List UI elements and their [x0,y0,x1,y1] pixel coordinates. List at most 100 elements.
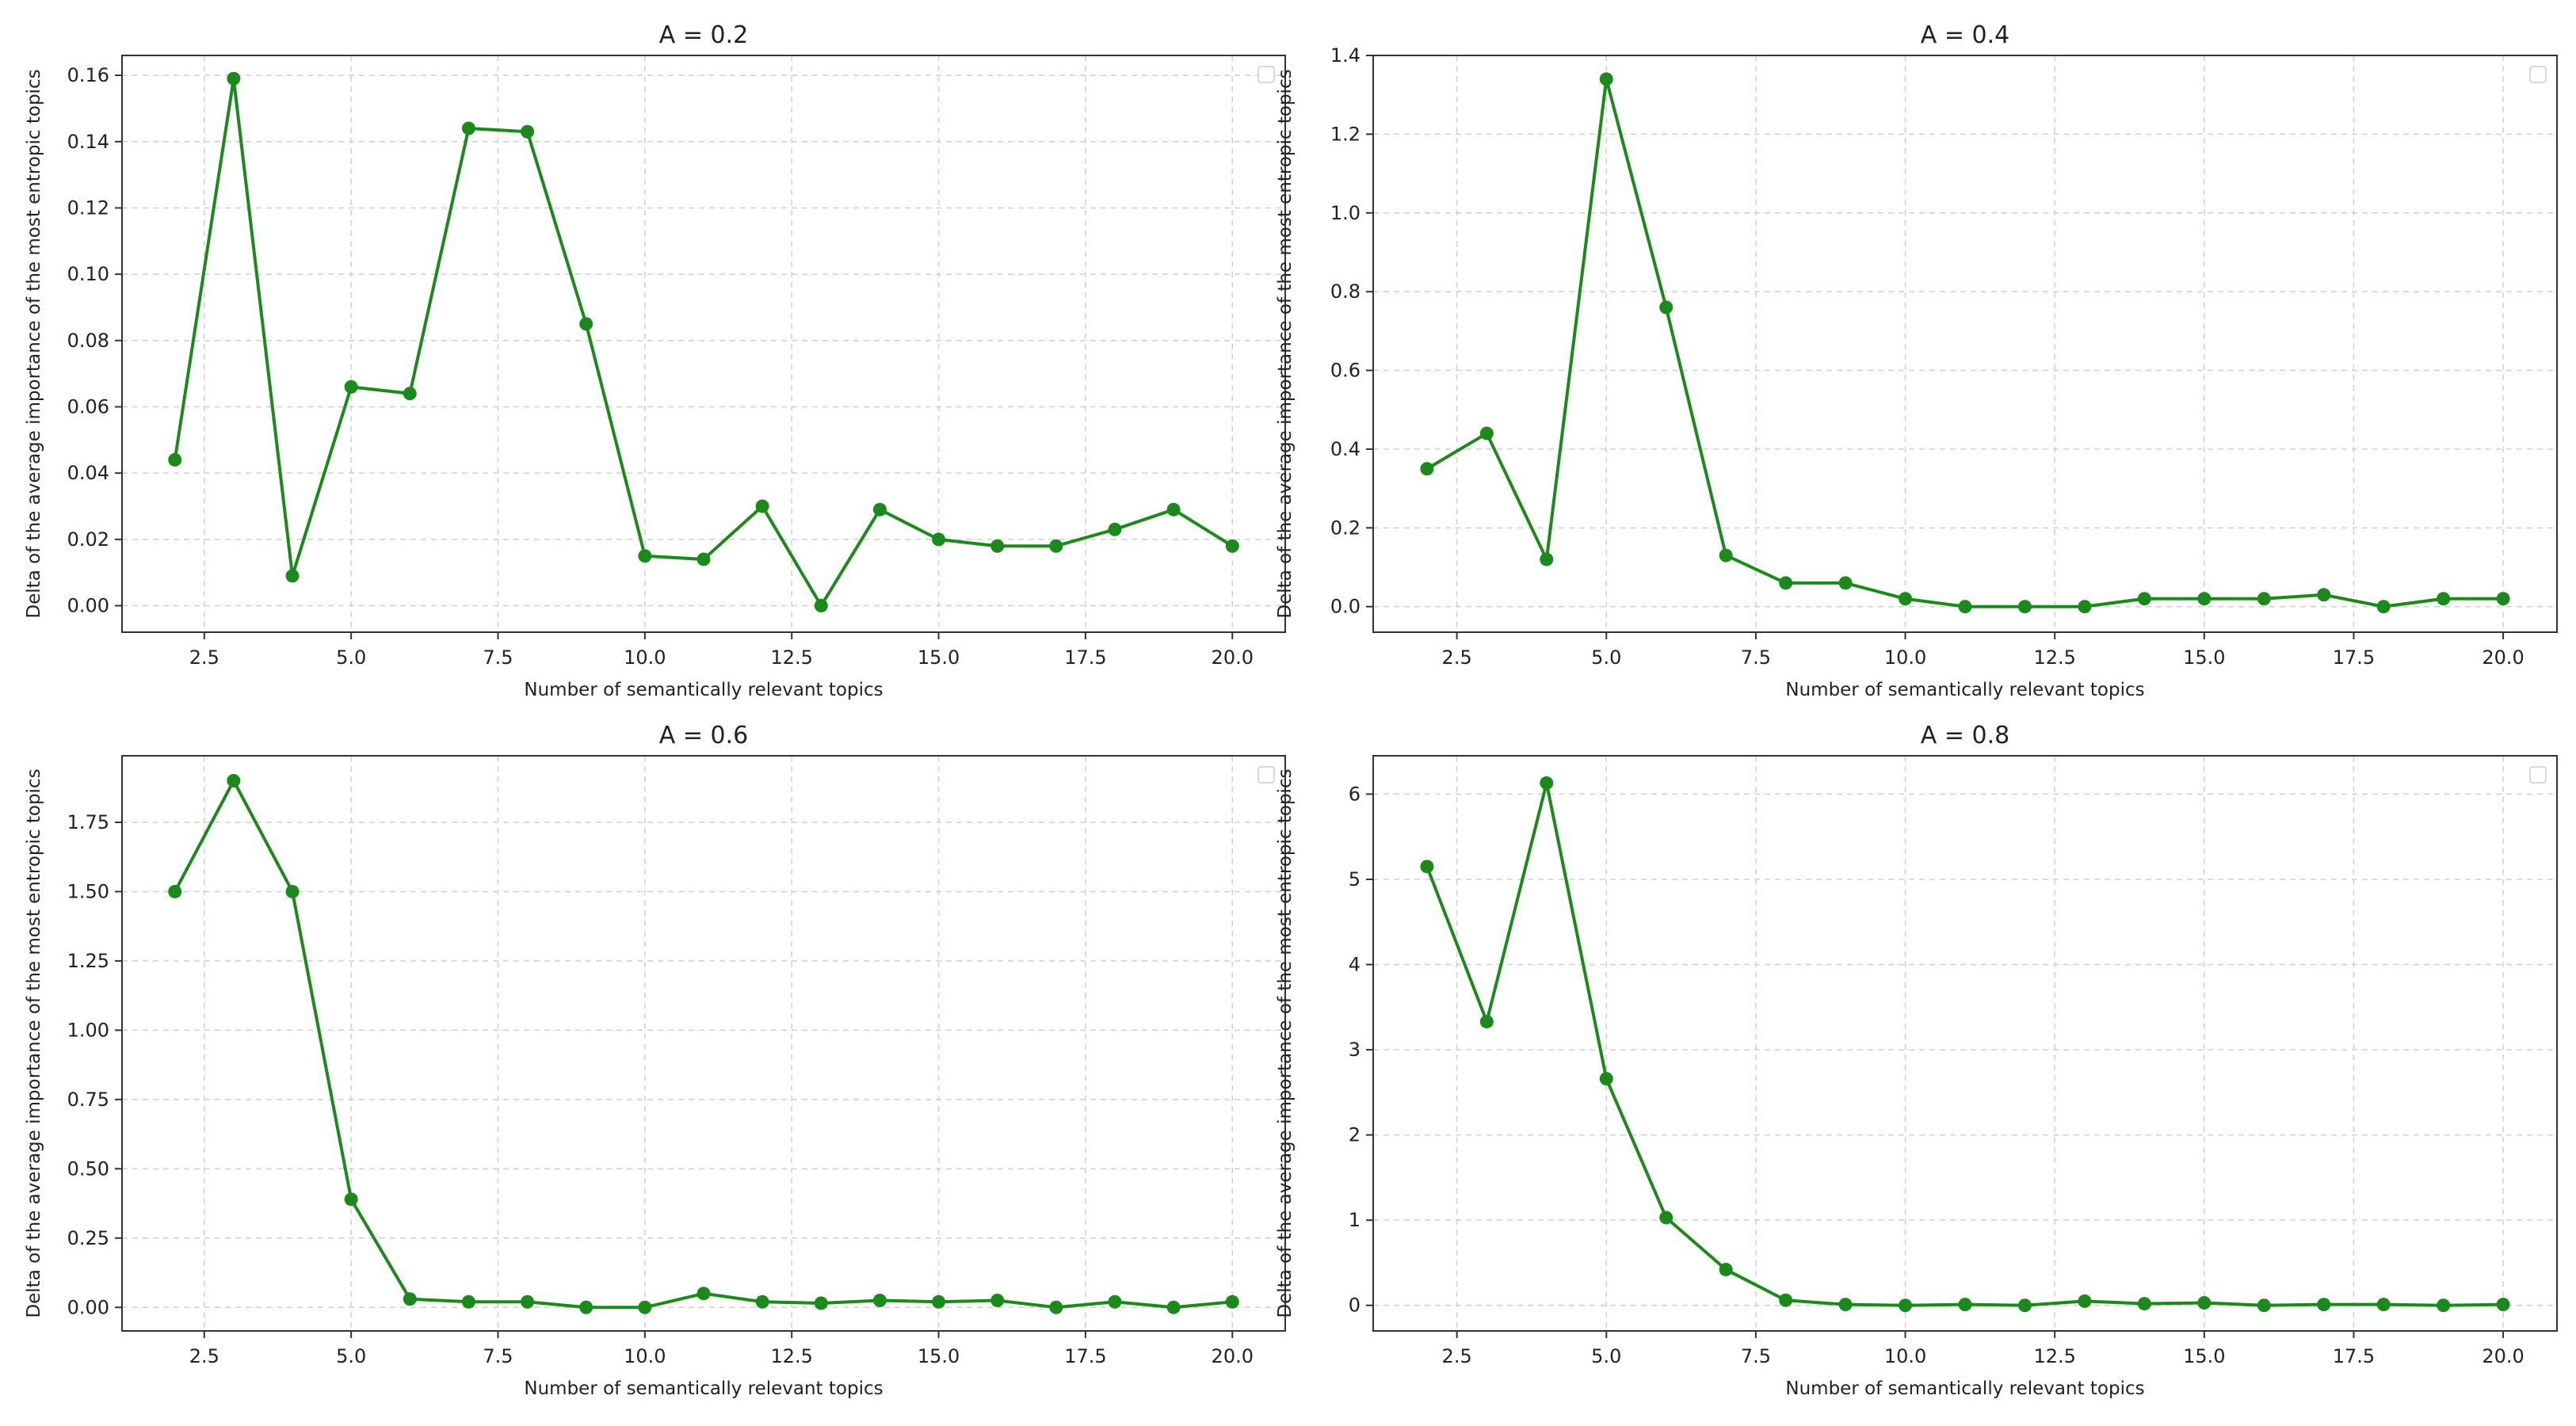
x-tick-label: 7.5 [1741,1345,1771,1367]
data-point [579,317,593,331]
data-point [814,599,828,613]
x-tick-label: 5.0 [1591,1345,1621,1367]
data-point [1719,548,1733,562]
legend-box [1257,766,1275,784]
y-tick-label: 0.16 [67,64,109,86]
data-point [1420,860,1434,874]
data-point [814,1296,828,1310]
y-tick-label: 0.8 [1330,280,1361,303]
x-tick-label: 15.0 [918,646,960,669]
x-tick-label: 2.5 [1442,646,1472,669]
x-tick-label: 10.0 [1884,646,1926,669]
x-tick-label: 7.5 [483,646,513,669]
data-point [696,552,711,566]
data-point [1899,592,1913,606]
data-point [1166,502,1181,517]
data-point [1108,1294,1122,1309]
x-tick-label: 12.5 [2033,1345,2075,1367]
data-point [2496,592,2510,606]
data-point [1599,1072,1613,1086]
y-tick-label: 1.50 [67,880,109,902]
y-tick-label: 0.6 [1330,360,1361,382]
data-point [1899,1298,1913,1313]
legend-box [2529,766,2547,784]
x-tick-label: 17.5 [2333,646,2375,669]
y-tick-label: 1.25 [67,950,109,972]
y-tick-label: 0.06 [67,395,109,418]
data-point [2137,1297,2151,1311]
y-tick-label: 1.75 [67,811,109,833]
x-tick-label: 15.0 [918,1345,960,1367]
x-tick-label: 5.0 [336,1345,366,1367]
data-point [2017,1298,2032,1313]
chart-panel-4: 2.5 5.0 7.5 10.0 12.5 15.0 17.5 20.0 0 1 2 3 4 5 6 A = … [1275,722,2558,1399]
data-point [1779,576,1793,590]
data-point [1225,539,1239,553]
data-point [1958,1298,1972,1312]
data-point [2376,1298,2391,1312]
y-axis-label: Delta of the average importance of the m… [1275,69,1296,618]
y-tick-label: 0.75 [67,1089,109,1111]
data-point [1540,552,1554,566]
y-tick-label: 0 [1349,1294,1361,1317]
data-point [2078,1294,2092,1308]
data-point [638,1300,652,1314]
plot-frame [1372,55,2558,633]
data-point [696,1287,711,1301]
data-point [1599,72,1613,86]
x-tick-label: 2.5 [189,646,219,669]
y-tick-label: 0.25 [67,1227,109,1249]
y-tick-label: 0.10 [67,263,109,285]
data-point [2257,592,2271,606]
data-point [285,569,300,583]
data-point [872,502,887,517]
y-axis-label: Delta of the average importance of the m… [24,768,44,1317]
y-tick-label: 2 [1349,1124,1361,1146]
data-point [2376,600,2391,614]
data-point [990,539,1005,553]
x-tick-label: 20.0 [2482,646,2524,669]
chart-title: A = 0.2 [659,21,748,49]
x-tick-label: 20.0 [1212,1345,1254,1367]
x-tick-label: 10.0 [1884,1345,1926,1367]
legend-box [1257,66,1275,83]
x-tick-label: 17.5 [1064,1345,1106,1367]
data-point [1479,426,1494,440]
data-point [1779,1293,1793,1307]
data-point [755,1294,769,1309]
chart-panel-3: 2.5 5.0 7.5 10.0 12.5 15.0 17.5 20.0 0.00 0.25 0.5… [24,722,1286,1399]
x-tick-label: 20.0 [1212,646,1254,669]
data-point [1166,1300,1181,1314]
data-point [168,884,182,898]
data-point [1659,1211,1673,1225]
y-tick-label: 0.4 [1330,438,1361,460]
x-tick-label: 7.5 [483,1345,513,1367]
plot-area [1373,55,2557,632]
chart-panel-2: 2.5 5.0 7.5 10.0 12.5 15.0 17.5 20.0 0.0 0.2 0.4 0.… [1275,21,2558,700]
x-tick-label: 5.0 [336,646,366,669]
y-axis-label: Delta of the average importance of the m… [24,69,44,618]
data-point [932,532,946,547]
data-point [461,121,475,135]
x-axis-label: Number of semantically relevant topics [524,680,883,700]
data-point [461,1294,475,1309]
data-point [2257,1298,2271,1313]
x-tick-label: 10.0 [624,1345,666,1367]
x-tick-label: 5.0 [1591,646,1621,669]
x-tick-label: 2.5 [1442,1345,1472,1367]
plot-frame [121,755,1286,1332]
data-point [2197,592,2212,606]
data-point [344,1192,358,1207]
data-point [990,1294,1005,1308]
data-point [1225,1294,1239,1309]
data-point [2437,1298,2451,1313]
y-tick-label: 3 [1349,1039,1361,1061]
plot-area [122,756,1285,1331]
y-tick-label: 0.12 [67,196,109,219]
chart-panel-1: 2.5 5.0 7.5 10.0 12.5 15.0 17.5 20.0 0.00 0.02 0.0… [24,21,1286,700]
x-tick-label: 15.0 [2183,1345,2225,1367]
plot-area [1373,756,2557,1331]
data-point [579,1300,593,1314]
x-tick-label: 2.5 [189,1345,219,1367]
